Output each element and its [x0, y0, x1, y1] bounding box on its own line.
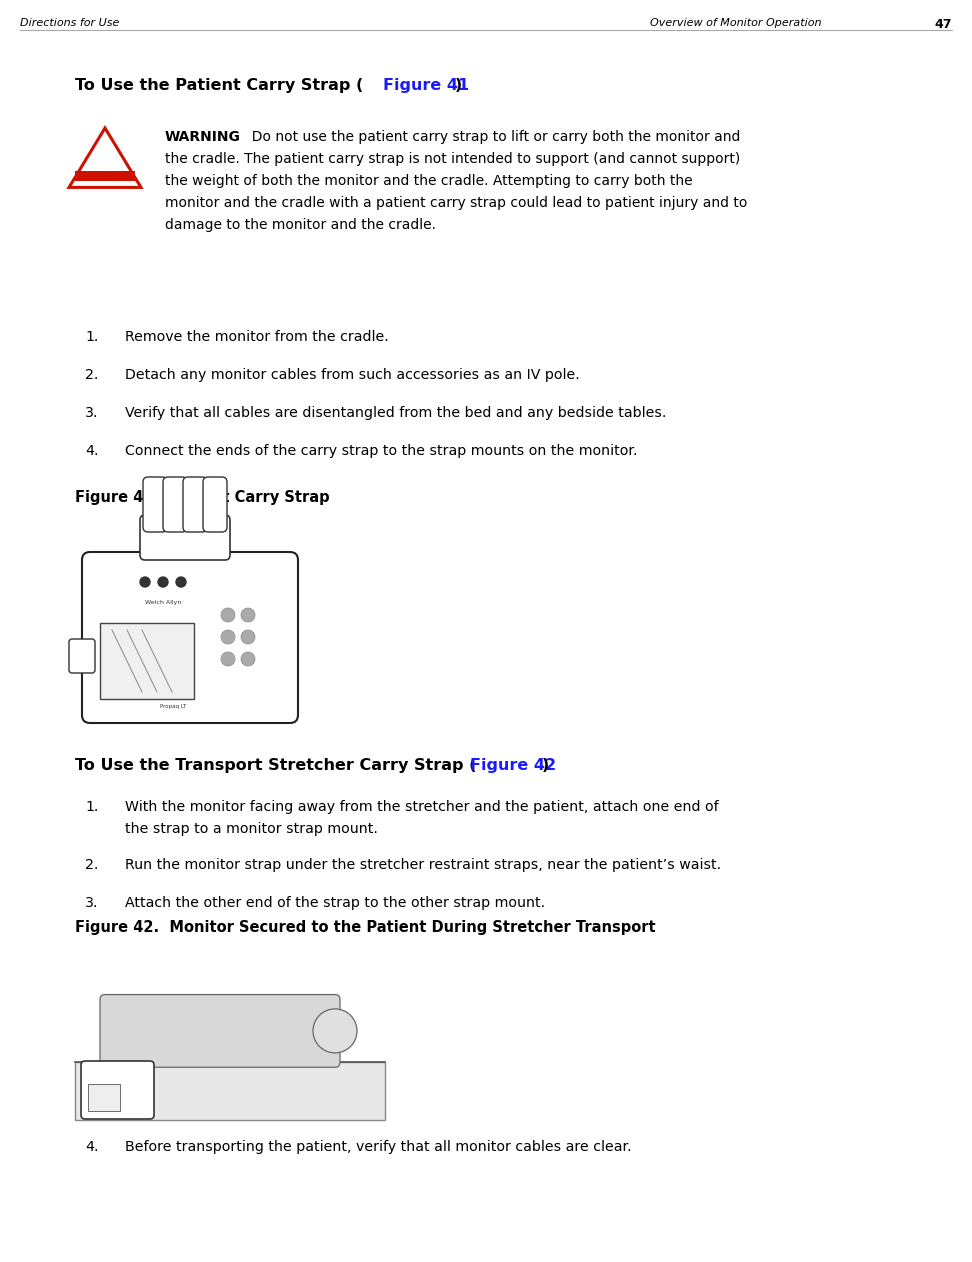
Polygon shape	[69, 127, 141, 187]
Circle shape	[221, 608, 235, 622]
Text: Attach the other end of the strap to the other strap mount.: Attach the other end of the strap to the…	[125, 896, 545, 910]
FancyBboxPatch shape	[81, 1061, 154, 1119]
Text: Figure 42.  Monitor Secured to the Patient During Stretcher Transport: Figure 42. Monitor Secured to the Patien…	[75, 920, 656, 935]
FancyBboxPatch shape	[69, 639, 95, 673]
Text: 2.: 2.	[85, 369, 98, 382]
Text: Figure 42: Figure 42	[470, 758, 556, 774]
FancyBboxPatch shape	[140, 515, 230, 560]
Text: Figure 41: Figure 41	[383, 78, 469, 93]
Text: Connect the ends of the carry strap to the strap mounts on the monitor.: Connect the ends of the carry strap to t…	[125, 444, 638, 458]
Circle shape	[241, 630, 255, 644]
Text: 3.: 3.	[85, 406, 98, 420]
FancyBboxPatch shape	[143, 477, 167, 533]
FancyBboxPatch shape	[203, 477, 227, 533]
Text: With the monitor facing away from the stretcher and the patient, attach one end : With the monitor facing away from the st…	[125, 800, 718, 814]
FancyBboxPatch shape	[88, 1084, 120, 1111]
Text: the weight of both the monitor and the cradle. Attempting to carry both the: the weight of both the monitor and the c…	[165, 174, 693, 188]
Text: To Use the Patient Carry Strap (: To Use the Patient Carry Strap (	[75, 78, 364, 93]
Circle shape	[221, 652, 235, 666]
Text: Do not use the patient carry strap to lift or carry both the monitor and: Do not use the patient carry strap to li…	[243, 130, 741, 144]
Text: 1.: 1.	[85, 329, 98, 345]
Text: Propaq LT: Propaq LT	[160, 704, 187, 709]
Text: ): )	[455, 78, 463, 93]
Text: 4.: 4.	[85, 1140, 98, 1153]
Text: Before transporting the patient, verify that all monitor cables are clear.: Before transporting the patient, verify …	[125, 1140, 632, 1153]
Circle shape	[158, 577, 168, 587]
Text: To Use the Transport Stretcher Carry Strap (: To Use the Transport Stretcher Carry Str…	[75, 758, 476, 774]
Text: Detach any monitor cables from such accessories as an IV pole.: Detach any monitor cables from such acce…	[125, 369, 579, 382]
Circle shape	[241, 608, 255, 622]
FancyBboxPatch shape	[100, 994, 340, 1068]
FancyBboxPatch shape	[75, 1063, 385, 1119]
Text: Welch Allyn: Welch Allyn	[145, 599, 182, 604]
Text: Verify that all cables are disentangled from the bed and any bedside tables.: Verify that all cables are disentangled …	[125, 406, 667, 420]
FancyBboxPatch shape	[183, 477, 207, 533]
Text: the cradle. The patient carry strap is not intended to support (and cannot suppo: the cradle. The patient carry strap is n…	[165, 151, 741, 167]
Text: Directions for Use: Directions for Use	[20, 18, 120, 28]
FancyBboxPatch shape	[82, 551, 298, 723]
Text: 2.: 2.	[85, 858, 98, 872]
Text: monitor and the cradle with a patient carry strap could lead to patient injury a: monitor and the cradle with a patient ca…	[165, 196, 747, 209]
FancyBboxPatch shape	[75, 520, 315, 721]
Text: ): )	[542, 758, 549, 774]
Text: 1.: 1.	[85, 800, 98, 814]
Polygon shape	[75, 172, 135, 182]
Text: 4.: 4.	[85, 444, 98, 458]
Circle shape	[221, 630, 235, 644]
Text: Remove the monitor from the cradle.: Remove the monitor from the cradle.	[125, 329, 389, 345]
Text: Run the monitor strap under the stretcher restraint straps, near the patient’s w: Run the monitor strap under the stretche…	[125, 858, 721, 872]
Text: the strap to a monitor strap mount.: the strap to a monitor strap mount.	[125, 822, 378, 835]
Text: Figure 41.  Patient Carry Strap: Figure 41. Patient Carry Strap	[75, 490, 330, 505]
Text: 3.: 3.	[85, 896, 98, 910]
FancyBboxPatch shape	[100, 623, 194, 699]
Text: damage to the monitor and the cradle.: damage to the monitor and the cradle.	[165, 218, 436, 232]
Circle shape	[176, 577, 186, 587]
FancyBboxPatch shape	[163, 477, 187, 533]
Text: Overview of Monitor Operation: Overview of Monitor Operation	[650, 18, 821, 28]
Circle shape	[140, 577, 150, 587]
Text: 47: 47	[934, 18, 952, 32]
Circle shape	[241, 652, 255, 666]
Text: WARNING: WARNING	[165, 130, 241, 144]
Circle shape	[313, 1008, 357, 1053]
